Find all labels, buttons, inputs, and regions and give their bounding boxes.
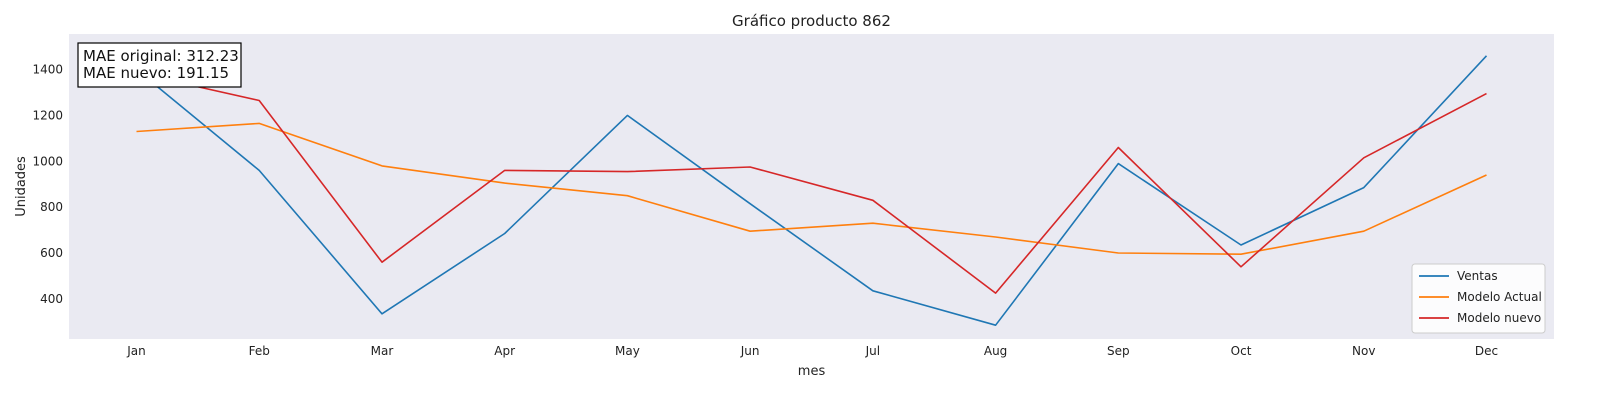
annotation-frame: [77, 42, 242, 88]
legend-label-modelo-actual: Modelo Actual: [1457, 290, 1542, 304]
chart-title: Gráfico producto 862: [732, 12, 891, 30]
x-tick-label-mar: Mar: [371, 344, 394, 358]
x-tick-label-aug: Aug: [984, 344, 1007, 358]
legend-frame: [1411, 263, 1546, 334]
x-tick-label-may: May: [615, 344, 640, 358]
y-axis-label: Unidades: [14, 156, 29, 217]
x-tick-label-feb: Feb: [249, 344, 270, 358]
x-tick-label-jan: Jan: [126, 344, 146, 358]
y-tick-label-1200: 1200: [32, 108, 63, 122]
y-tick-label-1400: 1400: [32, 63, 63, 77]
x-axis-label: mes: [798, 364, 826, 379]
plot-content: [135, 55, 1488, 327]
series-line-ventas: [135, 55, 1488, 327]
x-tick-label-jun: Jun: [740, 344, 760, 358]
y-axis-ticks: 400 600 800 1000 1200 1400: [32, 63, 63, 306]
x-tick-label-jul: Jul: [865, 344, 880, 358]
y-tick-label-400: 400: [40, 292, 63, 306]
series-line-modelo-actual: [136, 122, 1487, 255]
x-tick-label-apr: Apr: [494, 344, 515, 358]
x-tick-label-nov: Nov: [1352, 344, 1375, 358]
x-tick-label-oct: Oct: [1231, 344, 1252, 358]
x-tick-label-sep: Sep: [1107, 344, 1130, 358]
legend-label-ventas: Ventas: [1457, 269, 1498, 283]
legend: Ventas Modelo Actual Modelo nuevo: [1411, 263, 1546, 334]
y-tick-label-1000: 1000: [32, 154, 63, 168]
mae-annotation-box: MAE original: 312.23 MAE nuevo: 191.15: [77, 42, 242, 88]
y-tick-label-800: 800: [40, 200, 63, 214]
x-tick-label-dec: Dec: [1475, 344, 1498, 358]
annotation-line-mae-original: MAE original: 312.23: [83, 47, 239, 65]
annotation-line-mae-nuevo: MAE nuevo: 191.15: [83, 64, 229, 82]
series-line-modelo-nuevo: [136, 72, 1487, 294]
x-axis-ticks: Jan Feb Mar Apr May Jun Jul Aug Sep Oct Nov Dec: [126, 344, 1498, 358]
y-tick-label-600: 600: [40, 246, 63, 260]
legend-label-modelo-nuevo: Modelo nuevo: [1457, 311, 1541, 325]
plot-area: [69, 34, 1554, 339]
